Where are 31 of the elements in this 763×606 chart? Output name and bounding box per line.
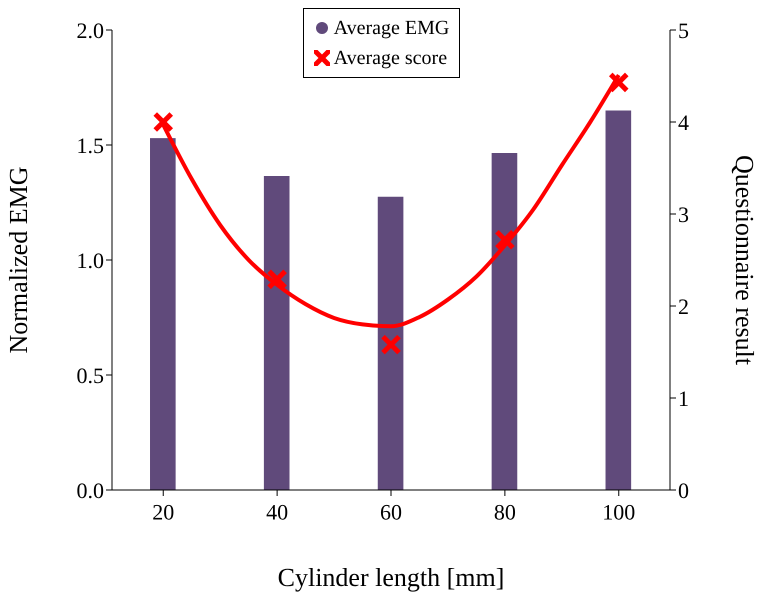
point xyxy=(494,229,516,250)
y-tick-label: 1.0 xyxy=(76,248,104,273)
bar xyxy=(378,196,404,490)
point xyxy=(380,334,402,356)
point xyxy=(266,268,288,290)
bar xyxy=(606,110,632,490)
x-axis-title: Cylinder length [mm] xyxy=(278,563,504,592)
y-axis-title: Normalized EMG xyxy=(4,166,34,354)
x-tick-label: 40 xyxy=(266,500,288,525)
y2-tick-label: 0 xyxy=(678,478,689,503)
point xyxy=(608,72,630,93)
y-tick-label: 2.0 xyxy=(76,18,104,43)
legend-label: Average score xyxy=(334,46,448,71)
x-tick-label: 100 xyxy=(602,500,636,525)
y-tick-label: 0.5 xyxy=(76,362,104,388)
y2-tick-label: 5 xyxy=(678,18,689,43)
x-tick-label: 20 xyxy=(152,500,174,525)
bar xyxy=(264,176,290,490)
y2-axis-title: Questionnaire result xyxy=(730,154,759,366)
y2-tick-label: 4 xyxy=(678,110,689,135)
y-tick-label: 1.5 xyxy=(76,132,104,158)
bar xyxy=(150,138,176,490)
y2-tick-label: 1 xyxy=(678,386,689,411)
bar xyxy=(492,153,518,490)
y2-tick-label: 3 xyxy=(678,202,689,227)
y-tick-label: 0.0 xyxy=(76,478,104,503)
point xyxy=(152,112,174,132)
x-tick-label: 60 xyxy=(380,500,402,525)
x-tick-label: 80 xyxy=(494,500,516,525)
y2-tick-label: 2 xyxy=(678,294,689,319)
legend-label: Average EMG xyxy=(334,16,450,41)
